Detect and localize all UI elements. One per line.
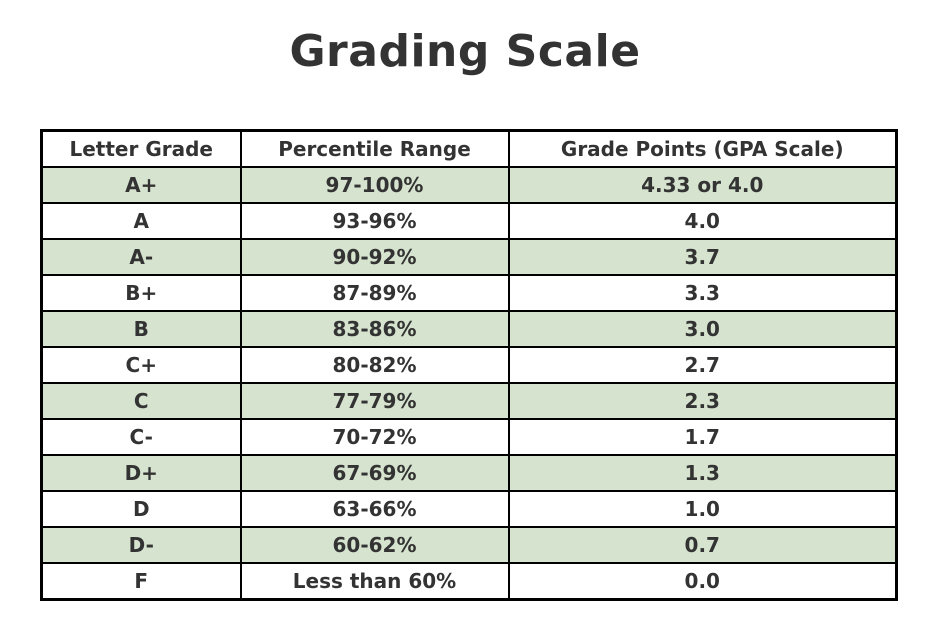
table-cell: 1.0 bbox=[507, 490, 898, 528]
table-cell: Less than 60% bbox=[239, 562, 510, 601]
table-cell: 63-66% bbox=[239, 490, 510, 528]
table-cell: 3.0 bbox=[507, 310, 898, 348]
table-cell: B bbox=[40, 310, 242, 348]
table-cell: A+ bbox=[40, 166, 242, 204]
page-title: Grading Scale bbox=[289, 26, 641, 77]
table-cell: F bbox=[40, 562, 242, 601]
table-row: A- 90-92% 3.7 bbox=[40, 238, 898, 276]
table-cell: D+ bbox=[40, 454, 242, 492]
table-row: B 83-86% 3.0 bbox=[40, 310, 898, 348]
table-row: C 77-79% 2.3 bbox=[40, 382, 898, 420]
table-cell: 83-86% bbox=[239, 310, 510, 348]
table-cell: 3.7 bbox=[507, 238, 898, 276]
table-row: D 63-66% 1.0 bbox=[40, 490, 898, 528]
table-cell: 97-100% bbox=[239, 166, 510, 204]
table-cell: 67-69% bbox=[239, 454, 510, 492]
table-cell: A bbox=[40, 202, 242, 240]
table-cell: 2.3 bbox=[507, 382, 898, 420]
table-cell: 4.0 bbox=[507, 202, 898, 240]
column-header: Grade Points (GPA Scale) bbox=[507, 129, 898, 168]
table-cell: 90-92% bbox=[239, 238, 510, 276]
table-body: A+ 97-100% 4.33 or 4.0 A 93-96% 4.0 A- 90-92% 3.… bbox=[40, 166, 898, 601]
table-row: A 93-96% 4.0 bbox=[40, 202, 898, 240]
table-cell: 87-89% bbox=[239, 274, 510, 312]
column-header: Percentile Range bbox=[239, 129, 510, 168]
table-row: D- 60-62% 0.7 bbox=[40, 526, 898, 564]
table-cell: 93-96% bbox=[239, 202, 510, 240]
table-cell: D bbox=[40, 490, 242, 528]
table-cell: C+ bbox=[40, 346, 242, 384]
table-cell: 0.0 bbox=[507, 562, 898, 601]
table-cell: 4.33 or 4.0 bbox=[507, 166, 898, 204]
table-row: B+ 87-89% 3.3 bbox=[40, 274, 898, 312]
table-cell: 80-82% bbox=[239, 346, 510, 384]
table-cell: 2.7 bbox=[507, 346, 898, 384]
table-cell: 0.7 bbox=[507, 526, 898, 564]
table-header-row: Letter Grade Percentile Range Grade Points… bbox=[40, 129, 898, 168]
table-cell: 60-62% bbox=[239, 526, 510, 564]
table-cell: 77-79% bbox=[239, 382, 510, 420]
table-row: C+ 80-82% 2.7 bbox=[40, 346, 898, 384]
table-cell: B+ bbox=[40, 274, 242, 312]
table-cell: 3.3 bbox=[507, 274, 898, 312]
table-row: F Less than 60% 0.0 bbox=[40, 562, 898, 601]
table-row: A+ 97-100% 4.33 or 4.0 bbox=[40, 166, 898, 204]
table-row: D+ 67-69% 1.3 bbox=[40, 454, 898, 492]
grading-scale-table: Letter Grade Percentile Range Grade Points… bbox=[40, 129, 898, 601]
table-cell: 1.7 bbox=[507, 418, 898, 456]
table-cell: A- bbox=[40, 238, 242, 276]
table-cell: 1.3 bbox=[507, 454, 898, 492]
table-cell: C- bbox=[40, 418, 242, 456]
table-row: C- 70-72% 1.7 bbox=[40, 418, 898, 456]
table-cell: D- bbox=[40, 526, 242, 564]
table-cell: C bbox=[40, 382, 242, 420]
column-header: Letter Grade bbox=[40, 129, 242, 168]
table-cell: 70-72% bbox=[239, 418, 510, 456]
